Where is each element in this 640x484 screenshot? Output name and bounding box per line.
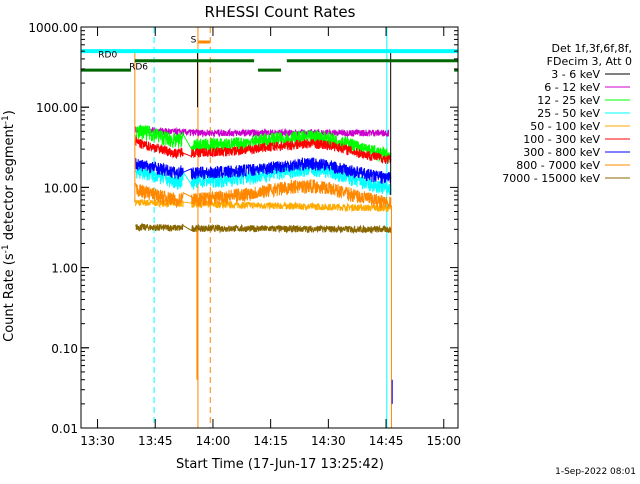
chart-title: RHESSI Count Rates [205, 3, 356, 21]
x-tick-label: 14:00 [196, 434, 231, 448]
data-series-line-6 [135, 157, 392, 184]
x-tick-label: 15:00 [426, 434, 461, 448]
plot-area-frame [80, 26, 459, 429]
x-tick-label: 14:15 [253, 434, 288, 448]
legend-header: FDecim 3, Att 0 [547, 55, 632, 68]
y-axis-title-part: ) [2, 110, 17, 115]
legend-label: 12 - 25 keV [537, 94, 600, 107]
data-series-line-8 [135, 223, 392, 235]
state-label-rd6: RD6 [129, 63, 148, 73]
y-axis-title-superscript: -1 [1, 244, 11, 253]
footer-timestamp: 1-Sep-2022 08:01 [555, 467, 636, 477]
x-tick-label: 14:45 [369, 434, 404, 448]
data-series-line-5 [135, 136, 392, 164]
legend-label: 300 - 800 keV [523, 146, 600, 159]
y-tick-label: 0.10 [51, 342, 78, 356]
x-axis-title: Start Time (17-Jun-17 13:25:42) [176, 457, 384, 472]
y-axis-title-superscript: -1 [1, 115, 11, 124]
y-tick-label: 1000.00 [28, 21, 78, 35]
legend-label: 800 - 7000 keV [516, 159, 600, 172]
legend-label: 3 - 6 keV [551, 68, 600, 81]
y-tick-label: 0.01 [51, 422, 78, 436]
y-tick-label: 10.00 [44, 181, 78, 195]
data-series-line-1 [135, 126, 390, 139]
state-label-s: S [191, 35, 197, 45]
state-label-rd0: RD0 [98, 50, 117, 60]
y-tick-label: 100.00 [36, 101, 78, 115]
x-tick-label: 13:30 [80, 434, 115, 448]
y-tick-label: 1.00 [51, 262, 78, 276]
x-tick-label: 13:45 [138, 434, 173, 448]
y-axis-title-part: Count Rate (s [2, 253, 17, 342]
y-axis-title: Count Rate (s-1 detector segment-1) [1, 110, 17, 342]
data-series-line-7 [135, 179, 392, 209]
legend-label: 50 - 100 keV [530, 120, 600, 133]
legend-label: 7000 - 15000 keV [502, 172, 600, 185]
legend-label: 25 - 50 keV [537, 107, 600, 120]
x-tick-label: 14:30 [311, 434, 346, 448]
legend-label: 100 - 300 keV [523, 133, 600, 146]
legend-label: 6 - 12 keV [544, 81, 600, 94]
y-axis-title-part: detector segment [2, 124, 17, 244]
legend-header: Det 1f,3f,6f,8f, [551, 42, 632, 55]
